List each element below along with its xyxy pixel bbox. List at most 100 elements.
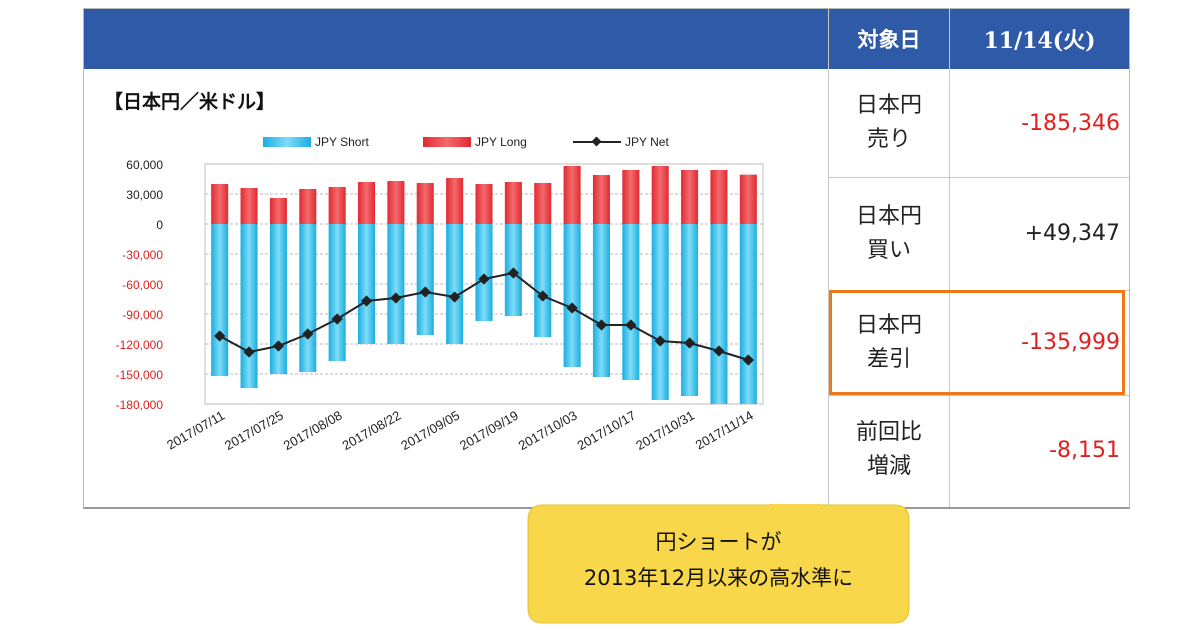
bar-jpy-long xyxy=(622,170,640,224)
legend-swatch xyxy=(423,137,471,147)
bar-jpy-short xyxy=(211,224,229,376)
target-date-value: 11/14(火) xyxy=(983,28,1096,54)
y-tick-label: -120,000 xyxy=(116,338,164,352)
bar-jpy-long xyxy=(358,182,376,224)
bar-jpy-short xyxy=(328,224,346,361)
header-band xyxy=(84,9,1129,69)
point-jpy-net xyxy=(625,319,637,331)
bar-jpy-short xyxy=(622,224,640,380)
bar-jpy-long xyxy=(739,174,757,224)
point-jpy-net xyxy=(507,267,520,279)
row-value-yen-sell: -185,346 xyxy=(1021,110,1120,136)
bar-jpy-short xyxy=(299,224,317,372)
table-divider-left xyxy=(828,9,829,507)
bar-jpy-long xyxy=(681,170,699,224)
row-value-yen-buy: +49,347 xyxy=(1024,221,1120,246)
bar-jpy-long xyxy=(211,184,229,224)
bar-jpy-long xyxy=(299,189,317,224)
point-jpy-net xyxy=(302,328,314,340)
x-tick-label: 2017/09/05 xyxy=(398,408,462,454)
y-tick-label: -60,000 xyxy=(122,278,163,292)
table-divider-middle xyxy=(949,9,950,507)
legend-label: JPY Long xyxy=(475,135,527,149)
bar-jpy-long xyxy=(416,183,434,224)
x-tick-label: 2017/07/11 xyxy=(164,408,227,453)
bar-jpy-short xyxy=(269,224,287,374)
point-jpy-net xyxy=(448,291,461,303)
callout-bubble xyxy=(527,504,910,624)
row-label-text: 日本円 買い xyxy=(855,203,922,263)
y-tick-label: -150,000 xyxy=(116,368,164,382)
point-jpy-net xyxy=(243,346,255,358)
point-jpy-net xyxy=(742,354,754,366)
bar-jpy-long xyxy=(563,166,581,224)
point-jpy-net xyxy=(595,319,608,331)
point-jpy-net xyxy=(419,286,431,298)
chart-title: 【日本円／米ドル】 xyxy=(104,91,276,113)
legend-swatch xyxy=(263,137,311,147)
y-tick-label: 60,000 xyxy=(126,158,163,172)
callout-shape xyxy=(527,504,910,624)
row-value-change: -8,151 xyxy=(1049,437,1120,463)
bar-jpy-short xyxy=(446,224,464,344)
legend-label: JPY Short xyxy=(315,135,369,149)
point-jpy-net xyxy=(331,313,343,325)
bar-jpy-long xyxy=(504,182,522,224)
bar-jpy-short xyxy=(739,224,757,404)
point-jpy-net xyxy=(654,335,666,347)
bar-jpy-long xyxy=(269,198,287,224)
legend-swatch-marker xyxy=(591,136,602,147)
bar-jpy-short xyxy=(651,224,669,400)
row-label-yen-sell: 日本円 売り xyxy=(829,69,949,177)
row-divider xyxy=(829,177,1129,178)
callout-text: 円ショートが 2013年12月以来の高水準に xyxy=(527,524,910,596)
row-label-text: 日本円 売り xyxy=(855,93,922,152)
y-tick-label: -30,000 xyxy=(122,248,163,262)
point-jpy-net xyxy=(360,295,373,307)
bar-jpy-short xyxy=(710,224,728,404)
bar-jpy-long xyxy=(475,184,493,224)
bar-jpy-short xyxy=(534,224,552,337)
bar-jpy-short xyxy=(563,224,581,367)
bar-jpy-long xyxy=(592,175,610,224)
bar-jpy-long xyxy=(534,183,552,224)
row-label-yen-net: 日本円 差引 xyxy=(829,290,949,395)
row-label-text: 前回比 増減 xyxy=(855,420,922,479)
callout-line-1: 円ショートが xyxy=(655,530,782,554)
bar-jpy-long xyxy=(328,187,346,224)
x-tick-label: 2017/08/22 xyxy=(340,408,404,454)
x-tick-label: 2017/07/25 xyxy=(222,408,286,454)
x-tick-label: 2017/10/17 xyxy=(574,408,638,454)
x-tick-label: 2017/10/31 xyxy=(633,408,697,454)
bar-jpy-long xyxy=(446,178,464,224)
point-jpy-net xyxy=(683,337,696,349)
point-jpy-net xyxy=(478,273,490,285)
bar-jpy-short xyxy=(592,224,610,377)
x-tick-label: 2017/10/03 xyxy=(516,408,580,454)
y-tick-label: 0 xyxy=(156,218,163,232)
point-jpy-net xyxy=(566,302,578,314)
bar-jpy-short xyxy=(475,224,493,321)
callout-line-2: 2013年12月以来の高水準に xyxy=(583,566,854,590)
row-label-yen-buy: 日本円 買い xyxy=(829,177,949,290)
point-jpy-net xyxy=(713,345,725,357)
bar-jpy-short xyxy=(416,224,434,335)
y-tick-label: -90,000 xyxy=(122,308,163,322)
row-value-yen-net: -135,999 xyxy=(1021,330,1120,355)
row-label-text: 日本円 差引 xyxy=(855,312,922,372)
bar-jpy-short xyxy=(681,224,699,396)
point-jpy-net xyxy=(214,330,226,342)
bar-jpy-short xyxy=(358,224,376,344)
bar-jpy-short xyxy=(240,224,258,388)
x-tick-label: 2017/08/08 xyxy=(281,408,345,454)
point-jpy-net xyxy=(272,340,285,352)
bar-jpy-long xyxy=(651,166,669,224)
target-date-label: 対象日 xyxy=(857,28,921,52)
legend-label: JPY Net xyxy=(625,135,669,149)
point-jpy-net xyxy=(537,290,549,302)
y-tick-label: -180,000 xyxy=(116,398,164,412)
bar-jpy-long xyxy=(710,170,728,224)
row-label-change: 前回比 増減 xyxy=(829,395,949,505)
row-divider xyxy=(829,395,1129,396)
positions-chart: 60,000 30,000 0 -30,000 -60,000 -90,000 -120,0… xyxy=(116,135,764,454)
